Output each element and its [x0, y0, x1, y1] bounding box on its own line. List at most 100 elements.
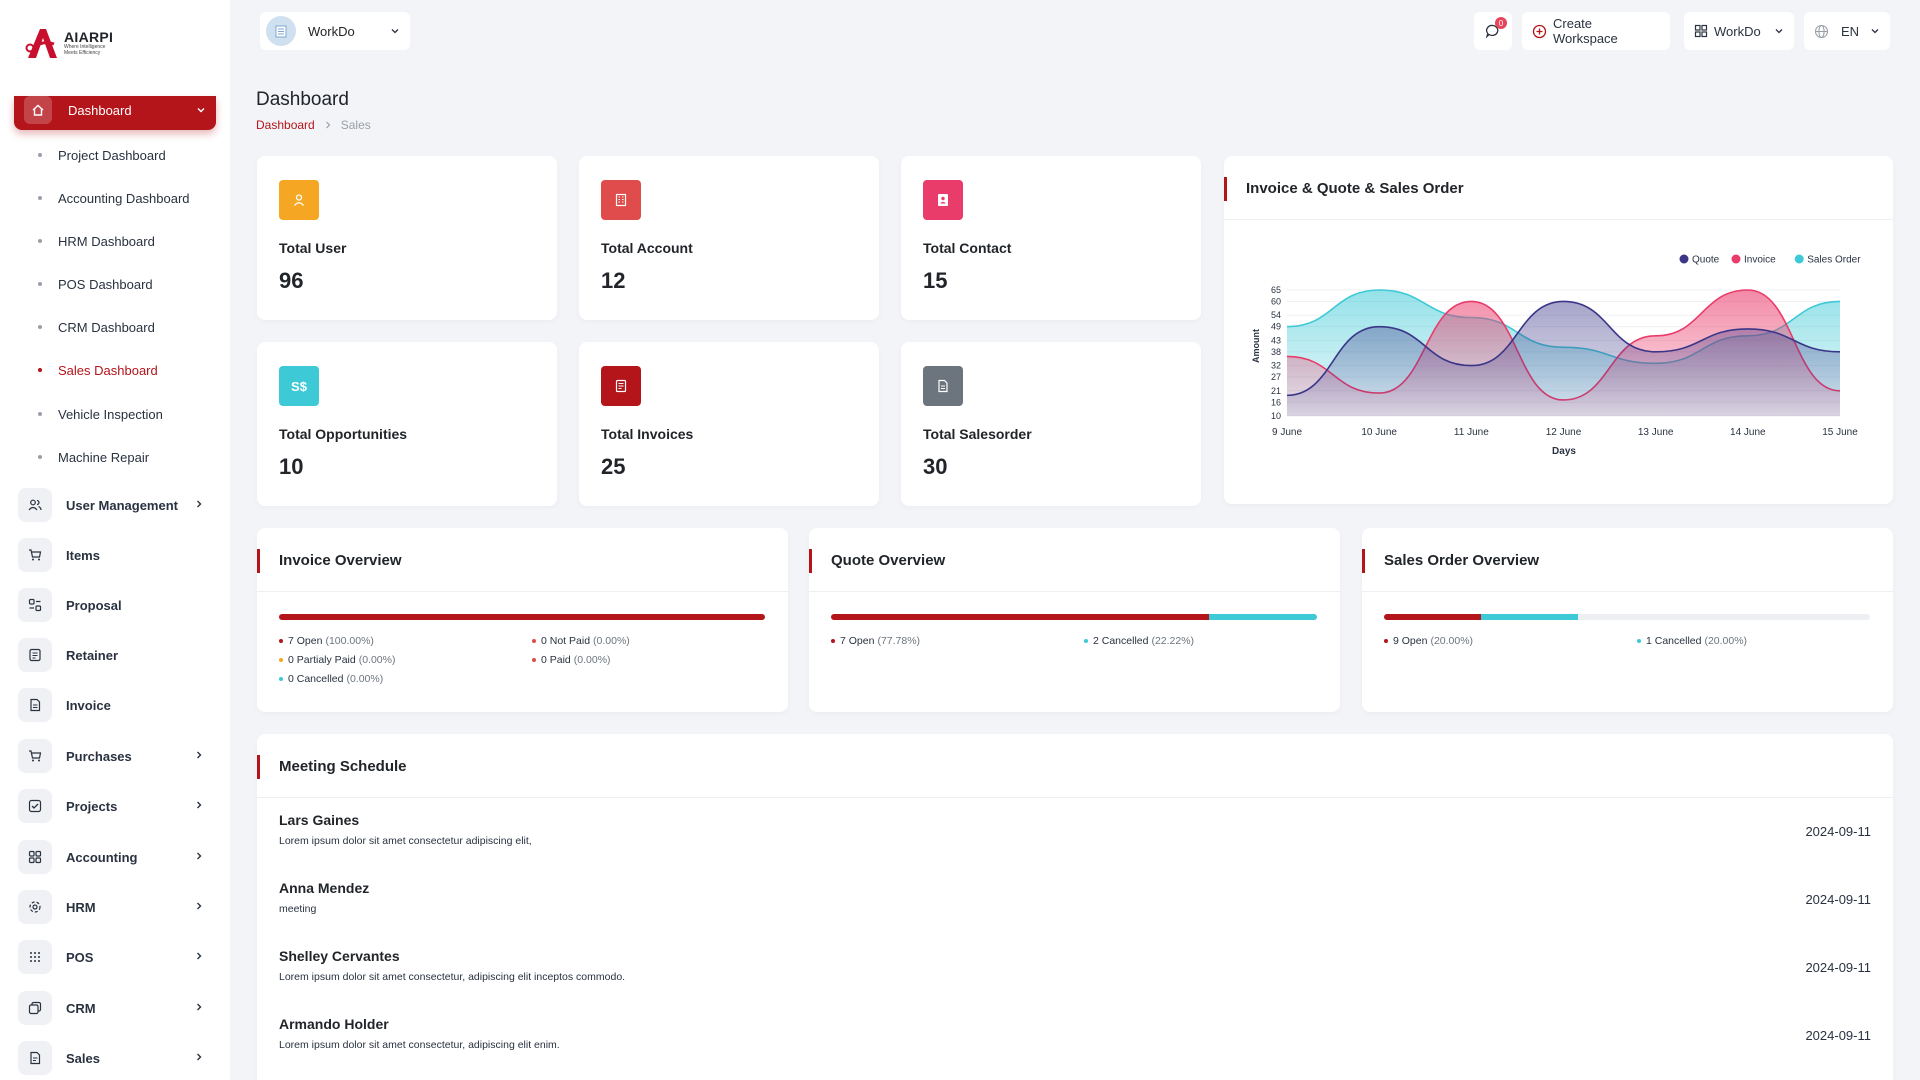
subitem-label: Machine Repair — [58, 449, 150, 465]
sidebar-item-purchases[interactable]: Purchases — [0, 733, 230, 779]
sidebar-item-label: Retainer — [66, 647, 119, 663]
cart-icon — [18, 538, 52, 572]
meeting-date: 2024-09-11 — [1805, 824, 1871, 839]
sidebar-item-user-management[interactable]: User Management — [0, 482, 230, 528]
legend-dot-icon — [1084, 639, 1088, 643]
meeting-row[interactable]: Lars Gaines Lorem ipsum dolor sit amet c… — [279, 798, 1871, 866]
legend-item[interactable]: Quote — [1679, 254, 1720, 266]
create-workspace-button[interactable]: Create Workspace — [1522, 12, 1670, 50]
legend-label: 9 Open — [1393, 635, 1428, 647]
meeting-name: Lars Gaines — [279, 812, 360, 828]
sidebar-subitem-project-dashboard[interactable]: Project Dashboard — [0, 135, 230, 175]
workspace-avatar-icon — [266, 16, 296, 46]
retainer-icon — [18, 638, 52, 672]
legend-item[interactable]: Invoice — [1731, 254, 1777, 266]
meeting-row[interactable]: Anna Mendez meeting 2024-09-11 — [279, 866, 1871, 934]
progress-segment — [1209, 614, 1317, 620]
chat-bubble-icon — [1485, 23, 1501, 39]
legend-dot-icon — [1384, 639, 1388, 643]
chevron-right-icon — [324, 121, 332, 129]
brand-mark-icon — [25, 29, 57, 58]
meeting-date: 2024-09-11 — [1805, 892, 1871, 907]
sidebar-subitem-sales-dashboard[interactable]: Sales Dashboard — [0, 350, 230, 390]
bullet-icon — [38, 196, 42, 200]
stat-label: Total Invoices — [601, 426, 694, 442]
workspace-menu-button[interactable]: WorkDo — [1684, 12, 1794, 50]
sidebar-item-retainer[interactable]: Retainer — [0, 632, 230, 678]
sidebar-subitem-crm-dashboard[interactable]: CRM Dashboard — [0, 307, 230, 347]
workspace-switcher[interactable]: WorkDo — [260, 12, 410, 50]
sidebar-subitem-vehicle-inspection[interactable]: Vehicle Inspection — [0, 394, 230, 434]
x-tick-labels: 9 June 10 June 11 June 12 June 13 June 14 Jun… — [1272, 427, 1858, 438]
meeting-name: Armando Holder — [279, 1016, 389, 1032]
sidebar-item-proposal[interactable]: Proposal — [0, 582, 230, 628]
legend-item: 9 Open (20.00%) — [1384, 635, 1473, 647]
sidebar-item-accounting[interactable]: Accounting — [0, 834, 230, 880]
legend-percent: (77.78%) — [877, 635, 921, 647]
legend-dot-icon — [831, 639, 835, 643]
subitem-label: Accounting Dashboard — [58, 190, 190, 206]
bullet-icon — [38, 412, 42, 416]
topbar: WorkDo 0 Create Workspace WorkDo EN — [230, 0, 1920, 62]
subitem-label: HRM Dashboard — [58, 233, 155, 249]
cart-icon — [18, 739, 52, 773]
brand-logo[interactable]: AIARPI Where Intelligence Meets Efficienc… — [24, 26, 113, 60]
chevron-right-icon — [194, 800, 204, 810]
notifications-button[interactable]: 0 — [1474, 12, 1512, 50]
legend-item: 0 Partialy Paid (0.00%) — [279, 654, 395, 666]
legend-item[interactable]: Sales Order — [1794, 254, 1862, 266]
stat-label: Total Contact — [923, 240, 1012, 256]
card-title: Sales Order Overview — [1384, 552, 1540, 569]
meeting-row[interactable]: Shelley Cervantes Lorem ipsum dolor sit … — [279, 934, 1871, 1002]
chevron-right-icon — [194, 901, 204, 911]
legend-percent: (22.22%) — [1151, 635, 1195, 647]
stat-value: 12 — [601, 268, 626, 293]
meeting-description: Lorem ipsum dolor sit amet consectetur, … — [279, 1039, 560, 1051]
x-tick-label: 14 June — [1730, 427, 1766, 438]
sidebar-item-dashboard[interactable]: Dashboard — [14, 96, 216, 130]
sidebar-item-invoice[interactable]: Invoice — [0, 682, 230, 728]
chevron-right-icon — [194, 1002, 204, 1012]
meeting-name: Shelley Cervantes — [279, 948, 400, 964]
sidebar-item-label: Purchases — [66, 748, 132, 764]
sidebar-subitem-accounting-dashboard[interactable]: Accounting Dashboard — [0, 178, 230, 218]
sidebar-item-label: Items — [66, 547, 100, 563]
sidebar-item-items[interactable]: Items — [0, 532, 230, 578]
quote-overview-card: Quote Overview 7 Open (77.78%) 2 Cancelle… — [809, 528, 1340, 712]
sidebar-subitem-machine-repair[interactable]: Machine Repair — [0, 437, 230, 477]
legend-item: 0 Not Paid (0.00%) — [532, 635, 630, 647]
user-icon — [279, 180, 319, 220]
chevron-down-icon — [390, 26, 400, 36]
y-tick-label: 27 — [1271, 372, 1281, 382]
sidebar-item-label: CRM — [66, 1000, 96, 1016]
legend-label: 2 Cancelled — [1093, 635, 1149, 647]
dots-grid-icon — [18, 940, 52, 974]
sidebar-item-crm[interactable]: CRM — [0, 985, 230, 1031]
sidebar-subitem-pos-dashboard[interactable]: POS Dashboard — [0, 264, 230, 304]
workspace-menu-label: WorkDo — [1714, 23, 1761, 39]
stat-card-total-user: Total User 96 — [257, 156, 557, 320]
brand-name: AIARPI — [64, 29, 114, 45]
stat-value: 25 — [601, 454, 626, 479]
sidebar-item-pos[interactable]: POS — [0, 934, 230, 980]
chevron-down-icon — [1774, 26, 1784, 36]
sidebar-item-label: HRM — [66, 899, 96, 915]
sidebar-item-projects[interactable]: Projects — [0, 783, 230, 829]
y-tick-label: 65 — [1271, 285, 1281, 295]
stat-card-total-invoices: Total Invoices 25 — [579, 342, 879, 506]
sidebar-item-sales[interactable]: Sales — [0, 1035, 230, 1080]
sidebar-item-hrm[interactable]: HRM — [0, 884, 230, 930]
legend-dot-icon — [279, 677, 283, 681]
meeting-schedule-card: Meeting Schedule Lars Gaines Lorem ipsum… — [257, 734, 1893, 1080]
sidebar-subitem-hrm-dashboard[interactable]: HRM Dashboard — [0, 221, 230, 261]
subitem-label: Sales Dashboard — [58, 362, 158, 378]
bullet-icon — [38, 282, 42, 286]
meeting-row[interactable]: Armando Holder Lorem ipsum dolor sit ame… — [279, 1002, 1871, 1070]
breadcrumb-link-dashboard[interactable]: Dashboard — [256, 118, 315, 132]
subitem-label: POS Dashboard — [58, 276, 153, 292]
language-selector[interactable]: EN — [1804, 12, 1890, 50]
bullet-icon — [38, 153, 42, 157]
sales-order-progress-bar — [1384, 614, 1870, 620]
stat-label: Total Opportunities — [279, 426, 408, 442]
